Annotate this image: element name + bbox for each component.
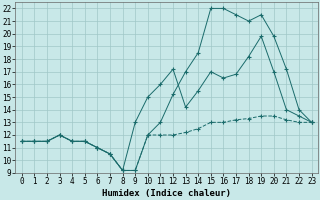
X-axis label: Humidex (Indice chaleur): Humidex (Indice chaleur) <box>102 189 231 198</box>
